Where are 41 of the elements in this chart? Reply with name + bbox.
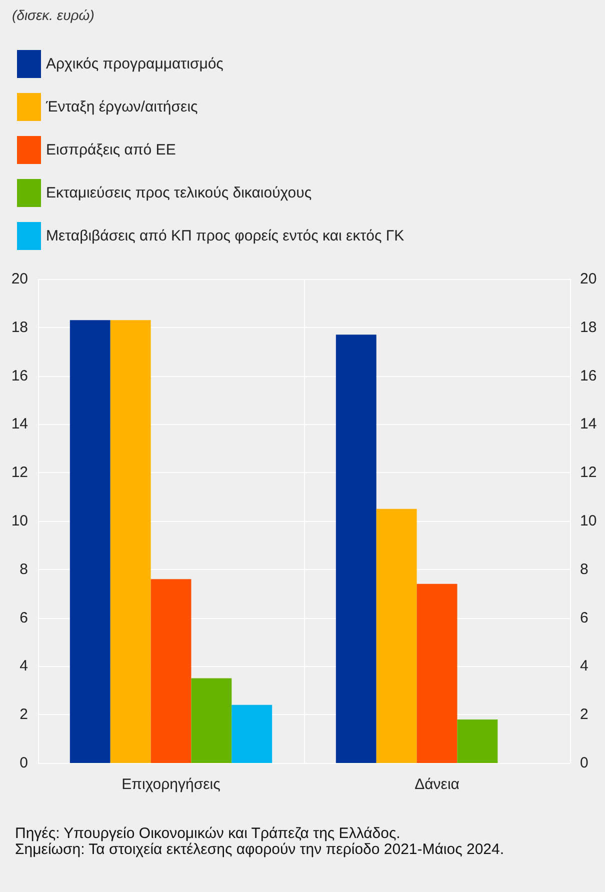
y2-tick-label: 12: [580, 464, 597, 482]
y2-tick-label: 4: [580, 658, 588, 675]
x-tick-label: Επιχορηγήσεις: [122, 776, 220, 793]
y-tick-label: 6: [20, 609, 28, 626]
bar: [70, 320, 110, 763]
bar: [191, 678, 232, 763]
y-tick-label: 16: [11, 367, 28, 384]
bar: [150, 579, 192, 763]
y-tick-label: 2: [20, 706, 28, 724]
y-tick-label: 14: [11, 416, 28, 433]
chart-subtitle: (δισεκ. ευρώ): [12, 7, 94, 23]
y-tick-label: 10: [11, 512, 28, 530]
legend-label: Εκταμιεύσεις προς τελικούς δικαιούχους: [46, 184, 312, 202]
legend-label: Αρχικός προγραμματισμός: [46, 56, 224, 72]
y2-tick-label: 14: [580, 416, 597, 433]
legend-label: Μεταβιβάσεις από ΚΠ προς φορείς εντός και εκτός ΓΚ: [46, 228, 404, 244]
y2-tick-label: 8: [580, 560, 588, 578]
y2-tick-label: 2: [580, 706, 588, 724]
y2-tick-label: 0: [580, 754, 588, 772]
bar: [336, 334, 376, 763]
bar: [232, 704, 272, 763]
text: Πηγές: Υπουργείο Οικονομικών και Τράπεζα της Ελλάδος.: [15, 825, 402, 842]
y-tick-label: 8: [20, 560, 28, 578]
y-tick-label: 12: [11, 464, 28, 482]
y-tick-label: 18: [11, 318, 28, 336]
bar: [416, 584, 458, 763]
bar: [110, 320, 151, 763]
bar: [376, 508, 417, 763]
legend-label: Εισπράξεις από ΕΕ: [46, 142, 176, 158]
y2-tick-label: 16: [580, 367, 597, 384]
y-tick-label: 20: [11, 270, 28, 288]
x-tick-label: Δάνεια: [414, 776, 460, 793]
y-tick-label: 4: [20, 658, 28, 675]
y2-tick-label: 20: [580, 270, 597, 288]
legend-label: Ένταξη έργων/αιτήσεις: [45, 98, 198, 116]
y2-tick-label: 18: [580, 318, 597, 336]
text: Σημείωση: Τα στοιχεία εκτέλεσης αφορούν την περίοδο 2021-Μάιος 2024.: [15, 841, 506, 858]
y-tick-label: 0: [20, 754, 28, 772]
bar: [457, 719, 498, 763]
y2-tick-label: 6: [580, 609, 588, 626]
y2-tick-label: 10: [580, 512, 597, 530]
